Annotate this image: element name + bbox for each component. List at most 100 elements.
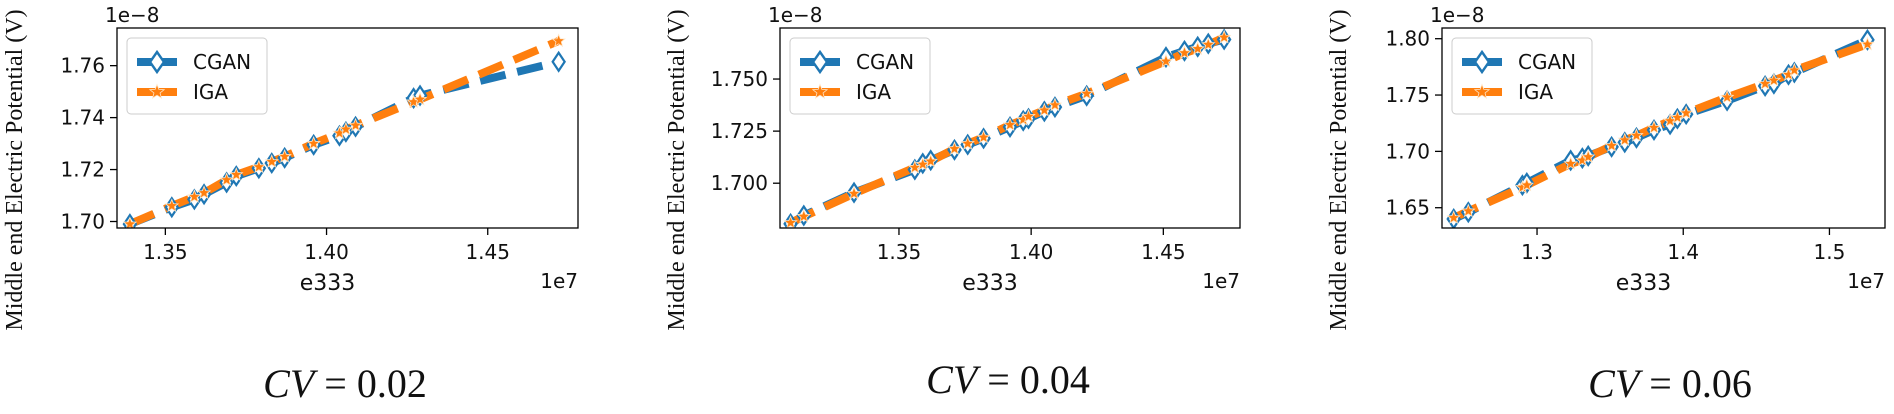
legend-marker-cgan (811, 49, 829, 75)
y-tick-label: 1.65 (1385, 196, 1430, 220)
data-point-iga (219, 172, 234, 187)
caption-cv-004: CV = 0.04 (926, 356, 1090, 403)
legend-marker-iga (811, 83, 829, 99)
data-point-iga (306, 135, 321, 150)
x-axis-label: e333 (300, 271, 356, 296)
plot-area (122, 33, 566, 228)
y-offset-label: 1e−8 (1430, 3, 1485, 27)
data-point-iga (1766, 72, 1782, 87)
legend-label-iga: IGA (193, 80, 228, 104)
legend-marker-cgan (148, 49, 166, 75)
data-point-iga (783, 215, 798, 228)
x-tick-label: 1.4 (1667, 240, 1699, 264)
x-tick-label: 1.45 (465, 240, 510, 264)
axes-frame (779, 27, 1241, 229)
x-tick-label: 1.40 (304, 240, 349, 264)
x-offset-label: 1e7 (1202, 269, 1240, 293)
x-axis-label: e333 (1616, 271, 1672, 296)
data-point-iga (187, 189, 202, 203)
data-point-iga (1177, 45, 1192, 60)
axes-frame (116, 27, 579, 229)
data-point-iga (923, 153, 938, 168)
legend: CGAN IGA (789, 37, 931, 115)
legend-label-cgan: CGAN (856, 50, 914, 74)
y-tick-label: 1.75 (1385, 83, 1430, 107)
data-point-iga (1580, 149, 1596, 164)
legend-marker-iga (148, 83, 166, 99)
plot-area (1446, 28, 1875, 228)
data-point-iga (551, 33, 566, 48)
y-axis-label: Middle end Electric Potential (V) (664, 9, 690, 330)
axes-frame (1441, 27, 1886, 229)
data-point-iga (846, 186, 862, 200)
x-tick-label: 1.45 (1141, 240, 1186, 264)
data-point-iga (1002, 117, 1018, 132)
data-point-iga (229, 167, 244, 181)
y-tick-label: 1.74 (60, 106, 105, 130)
caption-cv-006: CV = 0.06 (1588, 360, 1752, 407)
x-tick-label: 1.35 (877, 240, 922, 264)
data-point-iga (1719, 89, 1735, 104)
data-point-iga (1670, 109, 1685, 124)
caption-value: = 0.02 (324, 361, 427, 406)
data-point-iga (796, 208, 812, 223)
y-offset-label: 1e−8 (768, 3, 823, 27)
legend-label-iga: IGA (1518, 80, 1553, 104)
chart-panel-2: 1.35 1.40 1.45 1.700 1.725 1.750 1e−8 1e7 e333 Mi… (664, 3, 1241, 331)
data-point-iga (947, 141, 962, 155)
data-point-iga (264, 154, 279, 168)
legend-label-cgan: CGAN (1518, 50, 1576, 74)
y-tick-label: 1.76 (60, 54, 105, 78)
legend-label-cgan: CGAN (193, 50, 251, 74)
data-point-iga (1461, 203, 1476, 218)
x-offset-label: 1e7 (1847, 269, 1885, 293)
data-point-iga (1158, 53, 1174, 68)
data-point-iga (1037, 102, 1052, 117)
x-tick-label: 1.40 (1009, 240, 1054, 264)
legend: CGAN IGA (1451, 37, 1593, 115)
data-point-iga (251, 159, 267, 174)
data-point-iga (976, 129, 991, 144)
data-point-iga (338, 121, 354, 136)
y-tick-label: 1.70 (1385, 139, 1430, 163)
y-tick-label: 1.750 (711, 67, 768, 91)
caption-var: CV (263, 361, 315, 406)
y-tick-label: 1.80 (1385, 27, 1430, 51)
data-point-iga (907, 159, 923, 174)
data-point-iga (1519, 177, 1535, 192)
y-offset-label: 1e−8 (105, 3, 160, 27)
data-point-iga (1646, 120, 1662, 134)
data-point-iga (960, 136, 975, 150)
data-point-iga (1201, 37, 1216, 51)
data-point-iga (277, 148, 292, 163)
legend-label-iga: IGA (856, 80, 891, 104)
y-axis-label: Middle end Electric Potential (V) (1326, 9, 1352, 330)
data-point-iga (164, 198, 180, 213)
x-tick-label: 1.5 (1814, 240, 1846, 264)
x-tick-label: 1.35 (143, 240, 188, 264)
plot-area (783, 28, 1232, 228)
data-point-iga (412, 91, 428, 106)
data-point-iga (122, 216, 138, 228)
data-point-iga (1047, 97, 1063, 112)
data-point-iga (1617, 132, 1632, 147)
data-point-iga (1446, 210, 1461, 225)
caption-var: CV (1588, 361, 1640, 406)
data-point-iga (348, 117, 363, 132)
legend-marker-iga (1473, 83, 1491, 99)
caption-cv-002: CV = 0.02 (263, 360, 427, 407)
data-point-iga (1604, 138, 1619, 152)
data-point-iga (1678, 105, 1694, 120)
data-point-iga (1629, 128, 1644, 142)
data-point-iga (1860, 36, 1875, 51)
data-point-iga (1563, 156, 1578, 170)
caption-value: = 0.06 (1649, 361, 1752, 406)
y-axis-label: Middle end Electric Potential (V) (2, 9, 28, 330)
data-point-cgan (551, 50, 566, 73)
data-point-iga (1190, 41, 1205, 55)
data-point-iga (196, 185, 212, 200)
caption-var: CV (926, 357, 978, 402)
